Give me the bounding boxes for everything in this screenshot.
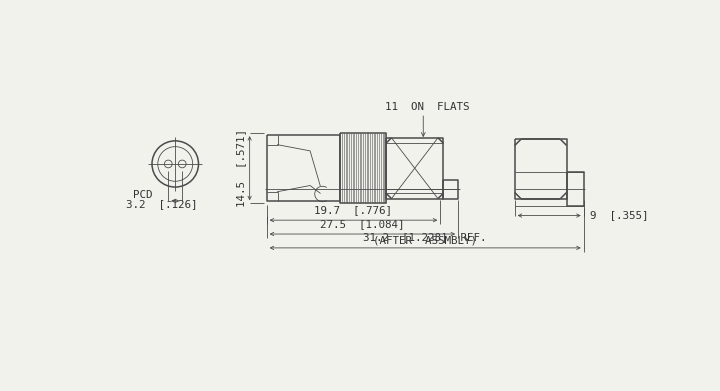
Text: 31.2  [1.228]  REF.: 31.2 [1.228] REF.: [364, 233, 487, 242]
Text: 27.5  [1.084]: 27.5 [1.084]: [320, 219, 405, 229]
Text: 14.5  [.571]: 14.5 [.571]: [237, 129, 246, 207]
Text: 9  [.355]: 9 [.355]: [590, 210, 649, 221]
Text: (AFTER  ASSMBLY): (AFTER ASSMBLY): [373, 235, 477, 246]
Text: PCD: PCD: [133, 190, 153, 200]
Text: 11  ON  FLATS: 11 ON FLATS: [385, 102, 469, 112]
Text: 3.2  [.126]: 3.2 [.126]: [126, 199, 197, 209]
Text: 19.7  [.776]: 19.7 [.776]: [315, 205, 392, 215]
